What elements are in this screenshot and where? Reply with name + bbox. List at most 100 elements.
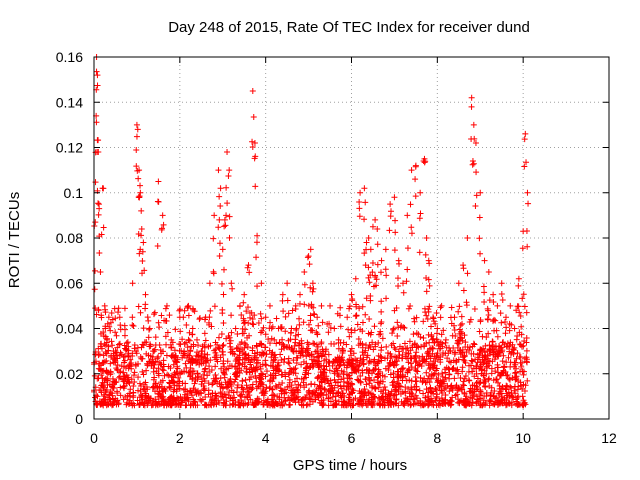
data-point [301, 396, 308, 403]
data-point [378, 269, 385, 276]
data-point [447, 348, 454, 355]
data-point [194, 359, 201, 366]
data-point [379, 401, 386, 408]
data-point [363, 295, 370, 302]
data-point [210, 379, 217, 386]
data-point [176, 340, 183, 347]
data-point [462, 372, 469, 379]
data-point [437, 345, 444, 352]
data-point [272, 382, 279, 389]
data-point [300, 358, 307, 365]
data-point [517, 313, 524, 320]
data-point [118, 363, 125, 370]
data-point [199, 378, 206, 385]
data-point [176, 314, 183, 321]
data-point [132, 362, 139, 369]
data-point [352, 275, 359, 282]
data-point [237, 393, 244, 400]
data-point [361, 185, 368, 192]
data-point [417, 189, 424, 196]
data-point [388, 208, 395, 215]
x-tick-label: 10 [515, 430, 531, 446]
data-point [237, 392, 244, 399]
data-point [511, 363, 518, 370]
data-point [408, 167, 415, 174]
data-point [283, 344, 290, 351]
data-point [505, 389, 512, 396]
data-point [359, 303, 366, 310]
y-tick-label: 0.04 [56, 321, 83, 337]
data-point [427, 385, 434, 392]
data-point [207, 307, 214, 314]
data-point [417, 374, 424, 381]
data-point [511, 370, 518, 377]
data-point [138, 207, 145, 214]
data-point [180, 386, 187, 393]
data-point [195, 342, 202, 349]
data-point [458, 313, 465, 320]
data-point [481, 376, 488, 383]
data-point [435, 377, 442, 384]
data-point [486, 350, 493, 357]
data-point [480, 283, 487, 290]
data-point [300, 402, 307, 409]
data-point [232, 325, 239, 332]
data-point [314, 314, 321, 321]
data-point [295, 331, 302, 338]
data-point [468, 103, 475, 110]
data-point [374, 261, 381, 268]
data-point [454, 340, 461, 347]
data-point [196, 314, 203, 321]
data-point [158, 226, 165, 233]
data-point [95, 149, 102, 156]
data-point [448, 398, 455, 405]
data-point [273, 400, 280, 407]
data-point [379, 378, 386, 385]
data-point [489, 338, 496, 345]
data-point [130, 383, 137, 390]
data-point [226, 362, 233, 369]
data-point [450, 364, 457, 371]
data-point [481, 257, 488, 264]
data-point [282, 398, 289, 405]
data-point [153, 368, 160, 375]
data-point [196, 316, 203, 323]
data-point [228, 346, 235, 353]
data-point [449, 394, 456, 401]
data-point [216, 253, 223, 260]
data-point [228, 329, 235, 336]
x-tick-labels: 0 2 4 6 8 10 12 [90, 430, 617, 446]
data-point [201, 387, 208, 394]
data-point [254, 232, 261, 239]
data-point [217, 375, 224, 382]
data-point [490, 351, 497, 358]
data-point [348, 380, 355, 387]
data-point [214, 358, 221, 365]
data-point [395, 383, 402, 390]
data-point [95, 200, 102, 207]
data-point [433, 387, 440, 394]
data-point [262, 314, 269, 321]
data-point [461, 375, 468, 382]
data-point [521, 388, 528, 395]
data-point [485, 311, 492, 318]
data-point [325, 351, 332, 358]
data-point [220, 384, 227, 391]
data-point [518, 323, 525, 330]
data-point [390, 370, 397, 377]
data-point [473, 379, 480, 386]
data-point [168, 344, 175, 351]
data-point [219, 348, 226, 355]
data-point [430, 402, 437, 409]
data-point [273, 340, 280, 347]
data-point [225, 172, 232, 179]
data-points [91, 54, 532, 409]
data-point [96, 205, 103, 212]
x-tick-label: 0 [90, 430, 98, 446]
data-point [523, 339, 530, 346]
data-point [172, 326, 179, 333]
data-point [452, 392, 459, 399]
data-point [163, 302, 170, 309]
data-point [419, 357, 426, 364]
data-point [138, 226, 145, 233]
